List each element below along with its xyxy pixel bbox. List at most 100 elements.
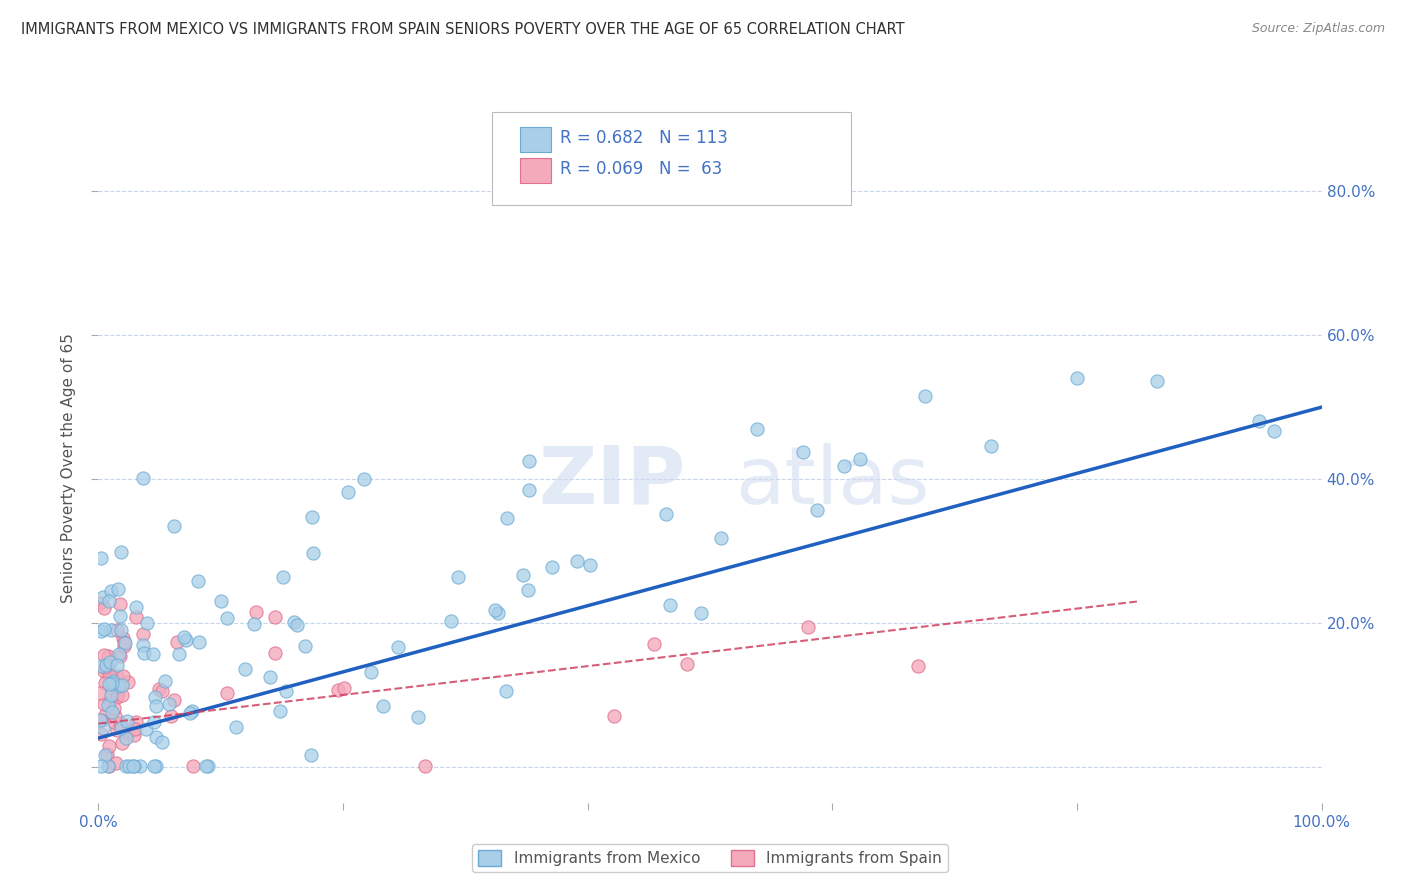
Point: [96, 657, 118, 672]
Legend: Immigrants from Mexico, Immigrants from Spain: Immigrants from Mexico, Immigrants from …: [472, 844, 948, 872]
Point: [91, 590, 114, 604]
Point: [225, 720, 247, 734]
Point: [100, 705, 122, 719]
Text: atlas: atlas: [735, 442, 929, 521]
Point: [89, 713, 111, 727]
Point: [406, 709, 429, 723]
Point: [98, 695, 121, 709]
Point: [93, 648, 115, 663]
Point: [97, 649, 120, 664]
Point: [294, 639, 316, 653]
Point: [117, 723, 139, 737]
Point: [326, 683, 349, 698]
Point: [517, 454, 540, 468]
Point: [108, 597, 131, 611]
Point: [122, 759, 145, 773]
Point: [145, 759, 167, 773]
Point: [209, 594, 232, 608]
Point: [747, 422, 769, 436]
Point: [135, 615, 157, 630]
Point: [105, 623, 128, 637]
Point: [145, 730, 167, 744]
Point: [484, 603, 506, 617]
Point: [659, 599, 682, 613]
Point: [1263, 424, 1285, 438]
Point: [97, 739, 120, 753]
Point: [243, 616, 266, 631]
Point: [181, 759, 204, 773]
Point: [283, 615, 305, 630]
Point: [94, 659, 117, 673]
Point: [806, 503, 828, 517]
Point: [540, 559, 562, 574]
Point: [122, 728, 145, 742]
Point: [301, 747, 323, 762]
Point: [132, 638, 155, 652]
Point: [181, 704, 204, 718]
Point: [301, 509, 323, 524]
Point: [124, 722, 146, 736]
Point: [97, 698, 120, 712]
Point: [107, 686, 129, 700]
Point: [125, 715, 148, 730]
Point: [114, 636, 136, 650]
Point: [163, 693, 186, 707]
Point: [914, 389, 936, 403]
Point: [336, 485, 359, 500]
Point: [263, 646, 285, 660]
Point: [98, 655, 121, 669]
Point: [655, 507, 678, 521]
Point: [90, 727, 112, 741]
Point: [360, 665, 382, 679]
Point: [104, 709, 127, 723]
Point: [112, 634, 135, 648]
Point: [103, 714, 125, 729]
Point: [245, 605, 267, 619]
Point: [112, 632, 135, 646]
Point: [117, 724, 139, 739]
Y-axis label: Seniors Poverty Over the Age of 65: Seniors Poverty Over the Age of 65: [60, 334, 76, 603]
Point: [495, 511, 517, 525]
Point: [217, 610, 239, 624]
Point: [285, 617, 308, 632]
Point: [100, 583, 122, 598]
Point: [101, 673, 124, 688]
Point: [97, 759, 120, 773]
Point: [796, 619, 818, 633]
Point: [124, 600, 146, 615]
Point: [93, 697, 115, 711]
Point: [93, 664, 115, 678]
Point: [259, 670, 281, 684]
Point: [980, 439, 1002, 453]
Point: [110, 721, 132, 735]
Point: [1146, 375, 1168, 389]
Point: [1249, 414, 1271, 428]
Point: [195, 759, 218, 773]
Point: [107, 582, 129, 596]
Point: [215, 686, 238, 700]
Point: [105, 690, 128, 704]
Point: [486, 606, 509, 620]
Point: [93, 747, 115, 762]
Point: [132, 646, 155, 660]
Point: [150, 683, 173, 698]
Point: [100, 689, 122, 703]
Point: [387, 640, 409, 654]
Point: [104, 756, 127, 771]
Point: [110, 623, 132, 637]
Point: [197, 759, 219, 773]
Point: [93, 622, 115, 636]
Point: [153, 674, 176, 689]
Point: [269, 704, 291, 718]
Point: [111, 736, 134, 750]
Point: [97, 676, 120, 690]
Point: [115, 731, 138, 745]
Point: [174, 632, 197, 647]
Point: [90, 624, 112, 638]
Point: [111, 688, 134, 702]
Point: [173, 631, 195, 645]
Point: [90, 713, 112, 727]
Point: [115, 714, 138, 728]
Point: [101, 675, 124, 690]
Point: [97, 594, 120, 608]
